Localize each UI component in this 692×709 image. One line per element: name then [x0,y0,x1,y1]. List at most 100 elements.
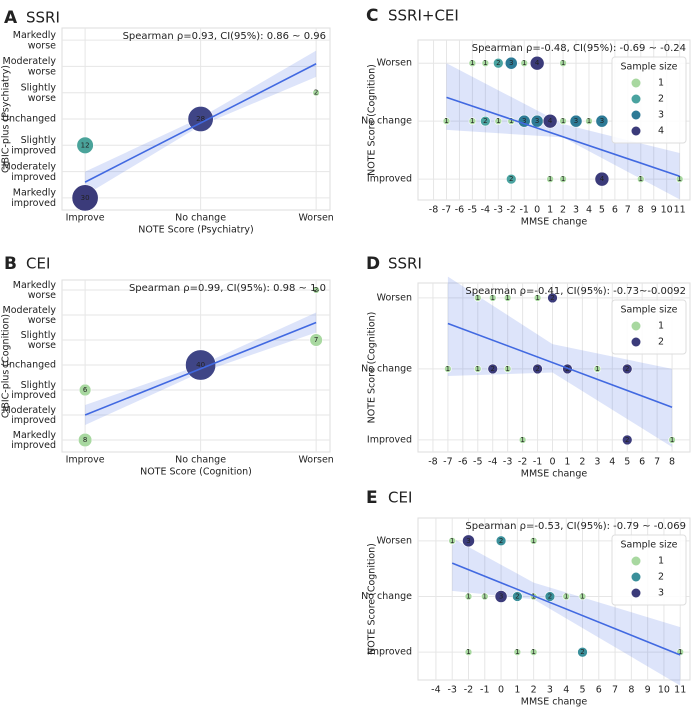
bubble [595,114,609,128]
x-axis-label: MMSE change [521,697,588,708]
bubble [312,286,320,294]
x-tick-label: -5 [468,205,477,216]
x-tick-label: -2 [518,457,527,468]
x-tick-label: -1 [480,685,489,696]
x-tick-label: -2 [464,685,473,696]
x-tick-label: 1 [547,205,553,216]
bubble-label: 6 [83,386,88,394]
panel-label: C [366,6,378,26]
bubble-label: 40 [196,361,205,369]
bubble-label: 1 [476,294,480,302]
x-tick-label: 4 [609,457,615,468]
x-tick-label: 2 [579,457,585,468]
x-axis-label: NOTE Score (Psychiatry) [138,225,254,236]
bubble-label: 1 [466,648,470,656]
bubble [78,383,92,397]
x-tick-label: -4 [488,457,497,468]
y-axis-label: NOTE Score (Cognition) [367,312,378,424]
x-tick-label: Worsen [298,455,333,466]
y-tick-label: Moderately improved [3,161,57,182]
bubble-label: 1 [639,175,643,183]
bubble-label: 3 [466,537,470,545]
confidence-band [452,538,681,686]
bubble-label: 2 [550,294,554,302]
bubble-label: 2 [580,648,584,656]
x-tick-label: 0 [498,685,504,696]
x-tick-label: -7 [443,457,452,468]
bubble-label: 1 [587,117,591,125]
bubble-label: 1 [561,117,565,125]
bubble-label: 1 [505,294,509,302]
bubble-label: 1 [561,175,565,183]
y-tick-label: Worsen [377,292,412,303]
y-tick-label: Slightly worse [21,329,57,350]
fit-line [84,321,317,416]
y-tick-label: Unchanged [2,360,56,371]
x-tick-label: No change [175,213,226,224]
legend-label: 3 [658,588,664,599]
bubble [636,175,645,183]
x-axis-label: NOTE Score (Cognition) [140,467,252,478]
legend-swatch [631,556,641,566]
bubble-label: 1 [470,59,474,67]
bubble [544,591,556,602]
bubble [464,592,473,601]
bubble [468,117,477,125]
bubble [78,432,93,448]
y-tick-label: Improved [367,647,412,658]
bubble-label: 2 [509,175,513,183]
bubble [312,89,320,97]
x-tick-label: 9 [651,205,657,216]
bubble [569,114,583,128]
legend-swatch [631,110,641,120]
legend-title: Sample size [620,540,677,551]
fit-line [84,63,317,183]
bubble-label: 1 [670,436,674,444]
bubble-label: 4 [535,59,540,67]
fit-line [451,562,681,656]
legend-box [611,299,687,355]
bubble [480,592,489,601]
x-tick-label: 10 [658,685,670,696]
x-tick-label: 7 [625,205,631,216]
panel-label: E [366,488,378,508]
bubble-label: 3 [600,117,604,125]
bubble-label: 1 [677,175,681,183]
x-tick-label: 1 [564,457,570,468]
x-tick-label: -6 [455,205,464,216]
bubble-label: 1 [505,365,509,373]
bubble [493,57,504,69]
bubble [532,363,543,375]
x-tick-label: -3 [494,205,503,216]
y-tick-label: Markedly improved [11,429,56,450]
bubble-label: 1 [531,648,535,656]
legend-swatch [631,572,641,582]
x-tick-label: 2 [560,205,566,216]
annotation: Spearman ρ=0.99, CI(95%): 0.98 ~ 1.0 [129,283,326,294]
x-tick-label: Improve [66,455,105,466]
x-tick-label: 1 [514,685,520,696]
panel-title: CEI [388,489,412,507]
legend-swatch [631,588,641,598]
x-tick-label: 6 [596,685,602,696]
bubble [518,436,527,444]
x-tick-label: -3 [503,457,512,468]
y-tick-label: Markedly improved [11,187,56,208]
panel-title: SSRI [388,255,422,273]
bubble-label: 1 [446,365,450,373]
bubble-label: 3 [574,117,578,125]
panel-label: B [4,254,17,274]
bubble-label: 3 [509,59,513,67]
legend-label: 2 [658,94,664,105]
panel-title: SSRI+CEI [388,7,459,25]
bubble-label: 2 [625,436,629,444]
panel-label: A [4,8,18,28]
bubble [542,113,558,129]
legend-label: 2 [658,572,664,583]
legend-label: 1 [658,321,664,332]
x-tick-label: 4 [586,205,592,216]
x-tick-label: 5 [599,205,605,216]
bubble-label: 1 [509,117,513,125]
bubble-label: 7 [314,336,318,344]
x-tick-label: 10 [661,205,673,216]
